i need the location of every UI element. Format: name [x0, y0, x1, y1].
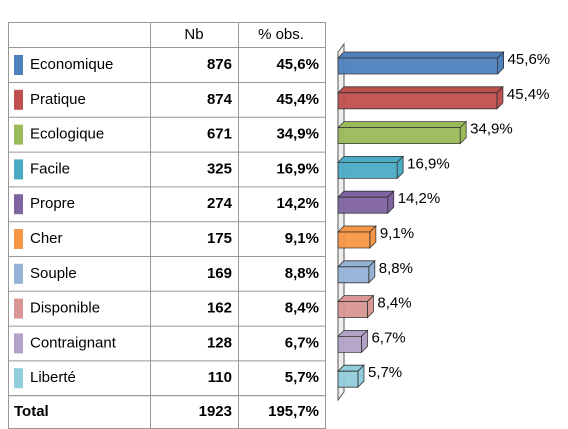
- row-label: Ecologique: [30, 126, 104, 143]
- bar: [337, 329, 369, 354]
- row-label: Cher: [30, 230, 63, 247]
- bar-label: 45,6%: [508, 51, 551, 68]
- bar: [337, 155, 405, 180]
- row-label: Pratique: [30, 91, 86, 108]
- row-nb: 874: [207, 91, 233, 108]
- row-nb: 274: [207, 195, 233, 212]
- total-nb: 1923: [199, 403, 232, 420]
- row-nb: 325: [207, 160, 232, 177]
- row-label: Liberté: [30, 369, 76, 386]
- bar-label: 5,7%: [368, 364, 402, 381]
- row-pct: 16,9%: [276, 160, 319, 177]
- row-label: Disponible: [30, 300, 100, 317]
- col-header: Nb: [184, 26, 203, 43]
- legend-swatch: [14, 159, 23, 180]
- row-nb: 671: [207, 126, 232, 143]
- legend-swatch: [14, 124, 23, 145]
- legend-swatch: [14, 229, 23, 249]
- row-label: Economique: [30, 56, 113, 73]
- bar-label: 45,4%: [507, 86, 550, 103]
- row-pct: 5,7%: [285, 369, 319, 386]
- row-pct: 14,2%: [276, 195, 319, 212]
- legend-swatch: [14, 89, 23, 110]
- row-label: Contraignant: [30, 334, 117, 351]
- row-pct: 45,4%: [276, 91, 319, 108]
- bar-label: 9,1%: [380, 225, 414, 242]
- bar-label: 16,9%: [407, 155, 450, 172]
- legend-swatch: [14, 298, 23, 319]
- row-nb: 128: [207, 334, 232, 351]
- row-pct: 8,8%: [285, 265, 319, 282]
- bar: [337, 190, 395, 215]
- col-header: % obs.: [258, 26, 304, 43]
- legend-swatch: [14, 333, 23, 354]
- legend-swatch: [14, 263, 23, 284]
- bar-label: 8,4%: [377, 295, 411, 312]
- bar: [337, 259, 376, 284]
- legend-swatch: [14, 368, 23, 389]
- bar: [337, 85, 504, 110]
- bar-label: 8,8%: [379, 260, 413, 277]
- bar-label: 34,9%: [470, 121, 513, 138]
- row-pct: 45,6%: [276, 56, 319, 73]
- row-pct: 6,7%: [285, 334, 319, 351]
- bar: [337, 120, 468, 145]
- bar-label: 6,7%: [371, 329, 405, 346]
- row-pct: 9,1%: [285, 230, 319, 247]
- row-label: Propre: [30, 195, 75, 212]
- legend-swatch: [14, 194, 23, 215]
- total-label: Total: [14, 403, 49, 420]
- row-label: Souple: [30, 265, 77, 282]
- bar: [337, 364, 365, 389]
- row-pct: 8,4%: [285, 300, 319, 317]
- total-pct: 195,7%: [268, 403, 319, 420]
- table-grid: [8, 22, 326, 429]
- row-nb: 162: [207, 300, 232, 317]
- row-nb: 169: [207, 265, 232, 282]
- legend-swatch: [14, 55, 23, 75]
- row-pct: 34,9%: [276, 126, 319, 143]
- row-label: Facile: [30, 160, 70, 177]
- row-nb: 876: [207, 56, 232, 73]
- row-nb: 175: [207, 230, 232, 247]
- bar-label: 14,2%: [398, 190, 441, 207]
- row-nb: 110: [208, 369, 232, 386]
- bar: [337, 51, 505, 75]
- bar: [337, 225, 377, 249]
- bar: [337, 294, 375, 319]
